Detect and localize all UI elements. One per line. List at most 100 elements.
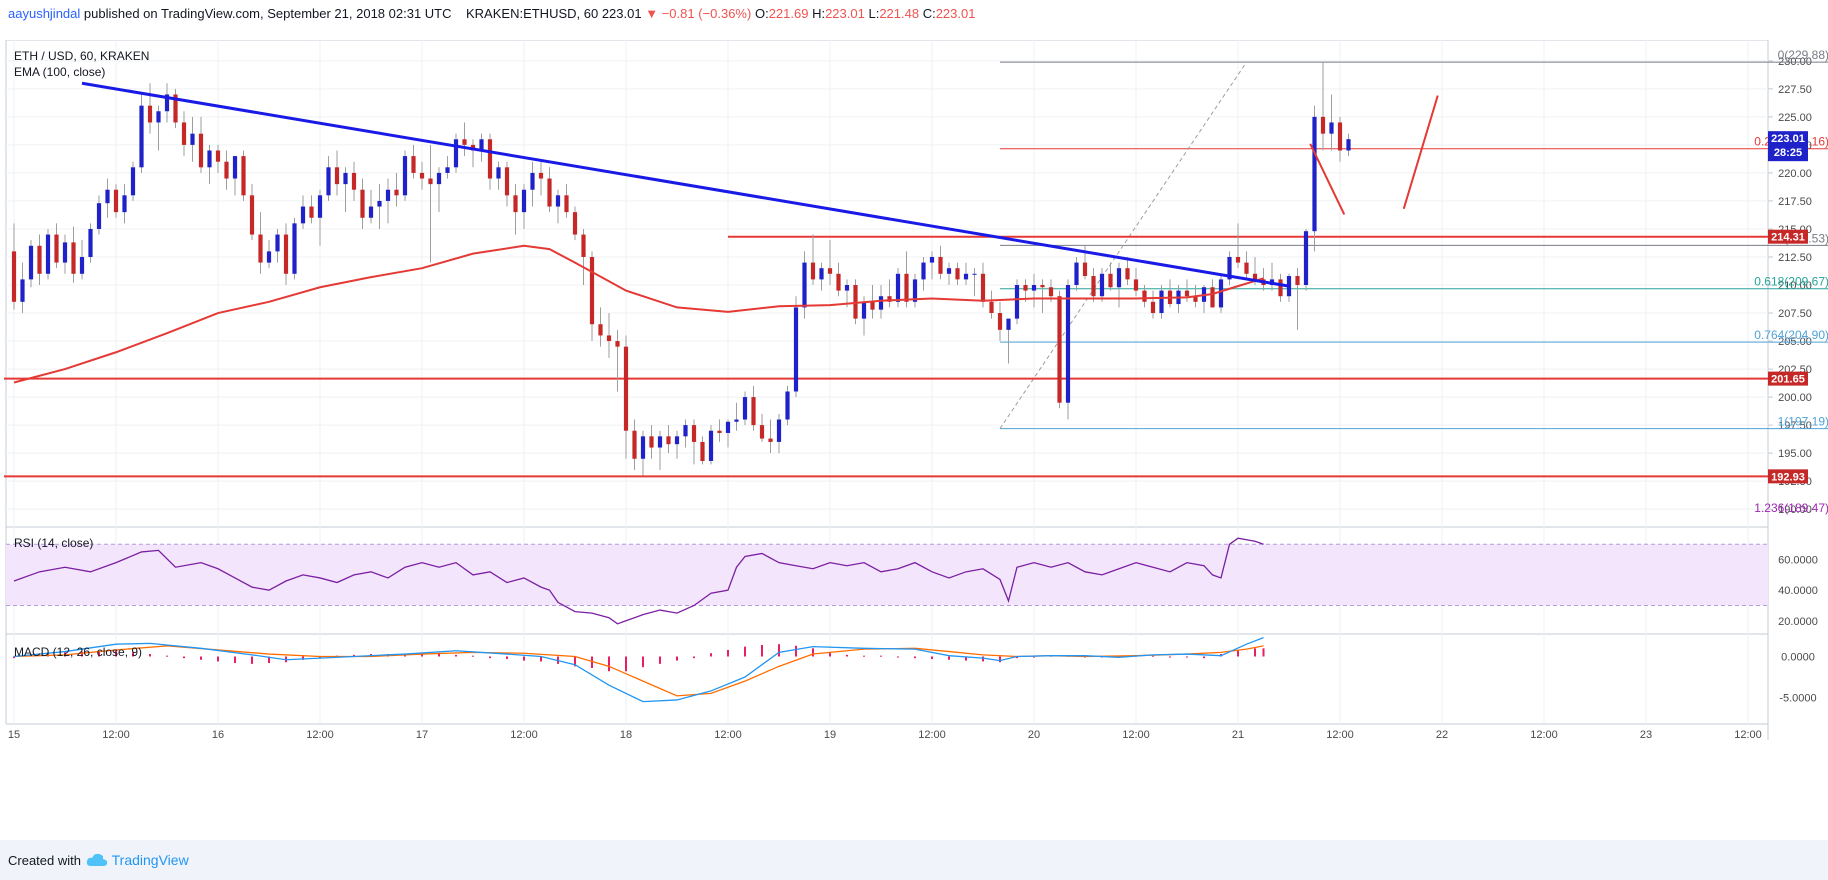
bar-countdown-label: 28:25 — [1774, 147, 1802, 159]
candle-body — [62, 242, 68, 263]
candle-body — [1244, 262, 1249, 274]
last-price-label: 223.01 — [1771, 133, 1805, 145]
candle-body — [504, 167, 510, 196]
candle-body — [88, 228, 93, 257]
candle-body — [734, 419, 739, 422]
x-tick-label: 23 — [1640, 729, 1652, 741]
x-tick-label: 20 — [1028, 729, 1040, 741]
x-tick-label: 18 — [620, 729, 632, 741]
candle-body — [428, 178, 433, 185]
candle-body — [1057, 296, 1062, 403]
macd-histogram-bar — [829, 652, 831, 657]
candle-body — [224, 161, 229, 179]
candle-body — [496, 167, 501, 179]
rsi-tick-label: 20.0000 — [1778, 616, 1818, 628]
created-with-text: Created with — [8, 853, 81, 868]
candle-body — [751, 397, 756, 426]
candle-body — [1031, 285, 1037, 291]
macd-histogram-bar — [625, 656, 627, 672]
x-tick-label: 17 — [416, 729, 428, 741]
candle-body — [742, 397, 748, 420]
fib-level-label: 1(197.19) — [1778, 415, 1828, 429]
x-tick-label: 19 — [824, 729, 836, 741]
macd-histogram-bar — [115, 650, 117, 657]
candle-body — [173, 94, 178, 123]
macd-histogram-bar — [149, 654, 151, 657]
candle-body — [479, 139, 484, 151]
candle-body — [938, 256, 943, 274]
candle-body — [861, 301, 867, 319]
author-link[interactable]: aayushjindal — [8, 6, 81, 21]
macd-histogram-bar — [880, 655, 882, 657]
y-tick-label: 217.50 — [1778, 196, 1812, 208]
last-price: 223.01 — [601, 6, 642, 21]
candle-body — [453, 139, 459, 168]
candle-body — [1295, 276, 1300, 285]
rsi-band — [6, 544, 1768, 606]
macd-histogram-bar — [1262, 648, 1265, 657]
macd-histogram-bar — [727, 649, 729, 657]
candle-body — [1048, 287, 1054, 297]
candle-body — [844, 285, 850, 291]
candle-body — [1210, 287, 1215, 308]
candle-body — [105, 189, 110, 204]
candle-body — [946, 268, 952, 274]
macd-histogram-bar — [591, 656, 593, 668]
candle-body — [1006, 318, 1011, 330]
macd-histogram-bar — [455, 654, 457, 657]
macd-histogram-bar — [608, 656, 610, 672]
macd-histogram-bar — [540, 656, 542, 662]
candle-body — [759, 425, 765, 439]
symbol-label: KRAKEN:ETHUSD, 60 — [466, 6, 599, 21]
y-tick-label: 220.00 — [1778, 168, 1812, 180]
candle-body — [929, 256, 935, 263]
candle-body — [1142, 290, 1147, 302]
x-tick-label: 21 — [1232, 729, 1244, 741]
candle-body — [79, 256, 85, 274]
chart-header: aayushjindal published on TradingView.co… — [0, 0, 1828, 40]
macd-histogram-bar — [353, 654, 355, 657]
candle-body — [1320, 116, 1326, 134]
candle-body — [360, 189, 365, 218]
candle-body — [317, 195, 323, 218]
macd-histogram-bar — [166, 655, 168, 657]
x-tick-label: 16 — [212, 729, 224, 741]
fib-diagonal — [999, 61, 1247, 429]
macd-tick-label: 0.0000 — [1781, 652, 1815, 664]
candle-body — [700, 441, 705, 461]
low-label: L: — [868, 6, 880, 21]
macd-histogram-bar — [1152, 655, 1154, 657]
macd-histogram-bar — [1186, 656, 1188, 658]
chart-area[interactable]: 15 12:00 16 12:00 17 12:00 18 12:00 19 12:00 20 12:… — [0, 39, 1828, 840]
fib-level-label: 0.618(209.67) — [1754, 275, 1828, 289]
x-tick-label: 12:00 — [1122, 729, 1150, 741]
open-label: O: — [754, 6, 769, 21]
candle-body — [266, 251, 272, 263]
x-tick-label: 12:00 — [1530, 729, 1558, 741]
candle-body — [1235, 256, 1241, 263]
candle-body — [997, 313, 1003, 330]
fib-level-label: 1.236(189.47) — [1754, 501, 1828, 515]
chart-svg[interactable]: 15 12:00 16 12:00 17 12:00 18 12:00 19 12:00 20 12:… — [0, 39, 1828, 840]
candle-body — [623, 346, 629, 431]
price-level-badge — [1768, 371, 1808, 386]
macd-histogram-bar — [710, 653, 712, 657]
candle-body — [725, 421, 731, 433]
candle-body — [547, 178, 552, 207]
macd-signal-line — [13, 645, 1264, 697]
macd-histogram-bar — [659, 656, 661, 664]
candle-body — [538, 172, 544, 179]
macd-histogram-bar — [81, 651, 83, 657]
macd-histogram-bar — [931, 656, 933, 659]
tradingview-logo[interactable]: TradingView — [86, 852, 189, 868]
price-level-label: 214.31 — [1771, 232, 1805, 244]
candle-body — [972, 273, 977, 275]
candle-body — [683, 425, 688, 437]
macd-histogram-bar — [132, 652, 134, 657]
candle-body — [955, 268, 960, 280]
macd-histogram-bar — [1237, 649, 1239, 657]
close-label: C: — [922, 6, 936, 21]
candle-body — [343, 172, 348, 185]
candle-body — [241, 156, 246, 196]
candle-body — [793, 307, 799, 392]
